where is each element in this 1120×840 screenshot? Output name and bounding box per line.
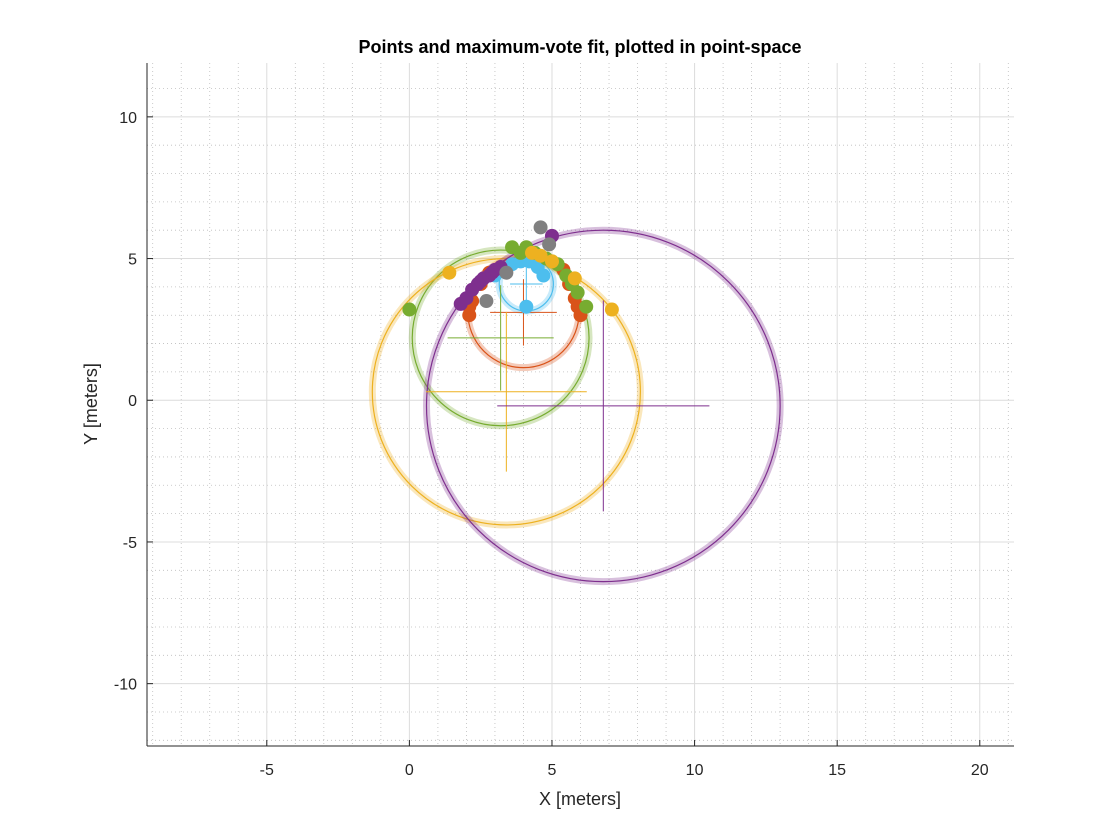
fit-centers	[425, 267, 710, 512]
y-axis-label: Y [meters]	[81, 363, 101, 445]
data-point-3	[513, 245, 528, 260]
y-tick-label: 10	[119, 110, 137, 127]
x-tick-label: -5	[260, 762, 274, 779]
data-point-4	[604, 302, 619, 317]
data-point-6	[533, 220, 548, 235]
x-tick-label: 10	[686, 762, 704, 779]
x-tick-label: 15	[828, 762, 846, 779]
data-points	[402, 220, 619, 323]
data-point-3	[570, 285, 585, 300]
major-grid	[147, 63, 1014, 746]
data-point-4	[567, 271, 582, 286]
data-point-6	[499, 265, 514, 280]
fit-circle-3	[411, 249, 590, 427]
data-point-1	[536, 268, 551, 283]
x-tick-label: 0	[405, 762, 414, 779]
fit-circle-5	[425, 229, 781, 583]
y-tick-label: 5	[128, 252, 137, 269]
data-point-6	[479, 294, 494, 309]
x-tick-label: 5	[548, 762, 557, 779]
plot-area	[147, 63, 1014, 746]
data-point-3	[579, 299, 594, 314]
axes	[146, 63, 1014, 747]
data-point-6	[542, 237, 557, 252]
data-point-4	[544, 254, 559, 269]
minor-grid	[147, 63, 1014, 746]
x-axis-label: X [meters]	[539, 789, 621, 809]
chart-title: Points and maximum-vote fit, plotted in …	[358, 37, 801, 57]
x-tick-label: 20	[971, 762, 989, 779]
y-tick-label: -10	[114, 677, 137, 694]
data-point-1	[519, 299, 534, 314]
tick-labels: -5 0 5 10 15 20 -10 -5 0 5 10	[114, 110, 989, 779]
data-point-3	[402, 302, 417, 317]
data-point-4	[525, 245, 540, 260]
y-tick-label: -5	[123, 535, 137, 552]
data-point-4	[442, 265, 457, 280]
y-tick-label: 0	[128, 393, 137, 410]
